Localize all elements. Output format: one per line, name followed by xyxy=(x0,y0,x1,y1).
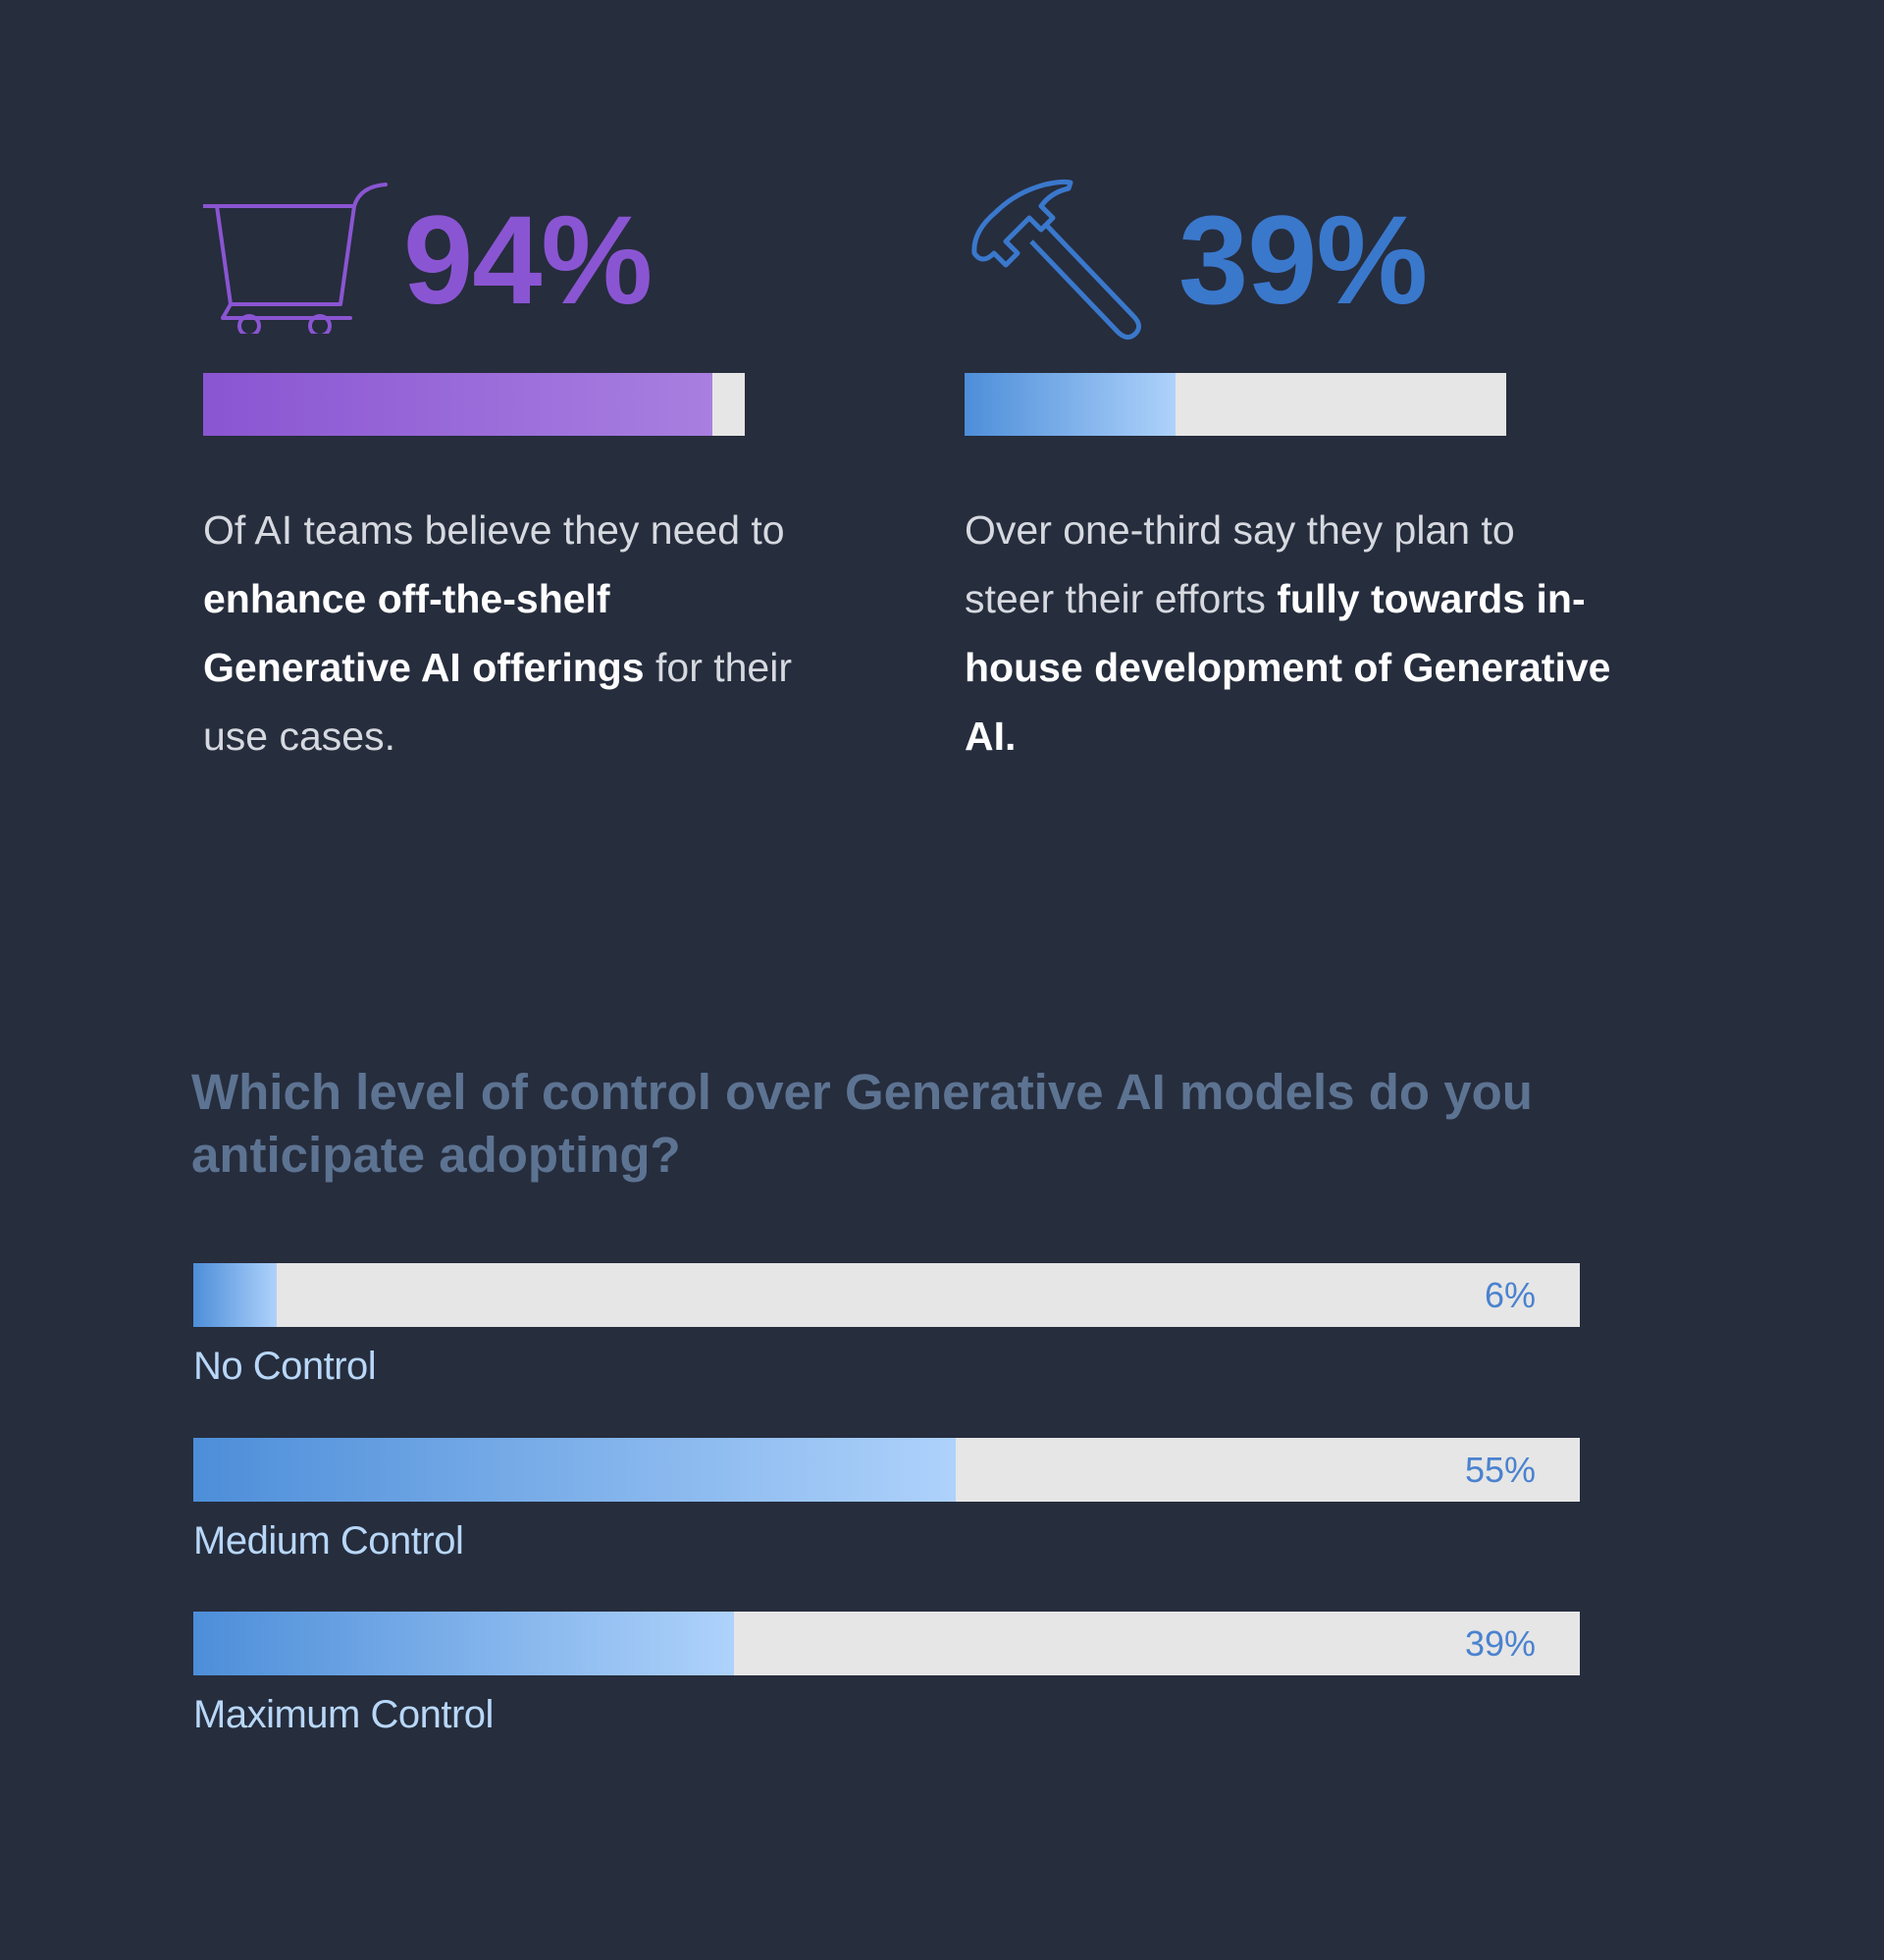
stat-description-text: Over one-third say they plan to steer th… xyxy=(965,507,1515,621)
stat-description-highlight: fully towards in-house development of Ge… xyxy=(965,576,1611,759)
stat-description-text-end: for their use cases. xyxy=(203,645,792,759)
hammer-icon xyxy=(971,179,1141,340)
bar-track: 55% xyxy=(193,1438,1580,1502)
bar xyxy=(193,1438,957,1502)
stat-percentage: 94% xyxy=(403,190,653,331)
shopping-cart-icon xyxy=(203,183,388,334)
stat-progress-fill xyxy=(203,373,712,436)
stat-in-house-development: 39% Over one-third say they plan to stee… xyxy=(965,177,1610,759)
bar xyxy=(193,1612,735,1675)
bar xyxy=(193,1263,277,1327)
bar-track: 6% xyxy=(193,1263,1580,1327)
bar-value-label: 39% xyxy=(1464,1623,1536,1664)
bar-category-label: Maximum Control xyxy=(193,1693,494,1736)
stat-enhance-offerings: 94% Of AI teams believe they need to enh… xyxy=(203,177,792,759)
bar-row-maximum-control: 39% Maximum Control xyxy=(193,1612,1580,1736)
stat-progress-bar xyxy=(965,373,1506,436)
bar-row-medium-control: 55% Medium Control xyxy=(193,1438,1580,1563)
bar-row-no-control: 6% No Control xyxy=(193,1263,1580,1388)
stat-progress-bar xyxy=(203,373,745,436)
stat-description-highlight: enhance off-the-shelf Generative AI offe… xyxy=(203,576,645,690)
bar-value-label: 6% xyxy=(1484,1275,1536,1315)
stat-progress-fill xyxy=(965,373,1177,436)
bar-category-label: Medium Control xyxy=(193,1519,464,1563)
bar-value-label: 55% xyxy=(1464,1450,1536,1490)
stat-description: Of AI teams believe they need to enhance… xyxy=(203,496,792,770)
chart-title: Which level of control over Generative A… xyxy=(191,1064,1533,1183)
stat-description-text: Of AI teams believe they need to xyxy=(203,507,785,553)
stat-percentage: 39% xyxy=(1178,190,1428,331)
bar-track: 39% xyxy=(193,1612,1580,1675)
stat-description: Over one-third say they plan to steer th… xyxy=(965,496,1612,770)
bar-category-label: No Control xyxy=(193,1345,377,1388)
